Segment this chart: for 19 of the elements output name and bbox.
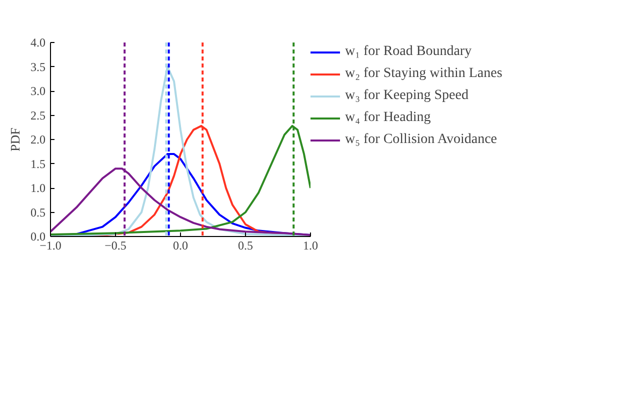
- legend-label: w₅ for Collision Avoidance: [345, 131, 497, 149]
- legend-label: w₄ for Heading: [345, 109, 431, 127]
- y-tick-label: 2.0: [30, 132, 46, 146]
- y-tick-label: 0.5: [30, 205, 46, 220]
- x-tick-label: 1.0: [303, 238, 318, 252]
- legend-label: w₁ for Road Boundary: [345, 43, 472, 61]
- y-tick-label: 3.0: [30, 84, 46, 98]
- legend-label: w₂ for Staying within Lanes: [345, 65, 502, 83]
- y-tick-label: 1.0: [30, 181, 46, 195]
- y-tick-label: 2.5: [30, 108, 46, 122]
- x-tick-label: 0.0: [173, 238, 188, 252]
- y-tick-label: 0.0: [30, 230, 46, 244]
- x-tick-label: −0.5: [104, 238, 126, 252]
- y-tick-label: 3.5: [30, 60, 46, 74]
- x-tick-label: 0.5: [238, 238, 253, 252]
- legend-label: w₃ for Keeping Speed: [345, 87, 468, 105]
- y-tick-label: 1.5: [30, 156, 46, 171]
- y-axis-title: PDF: [8, 128, 22, 152]
- y-tick-label: 4.0: [30, 36, 46, 50]
